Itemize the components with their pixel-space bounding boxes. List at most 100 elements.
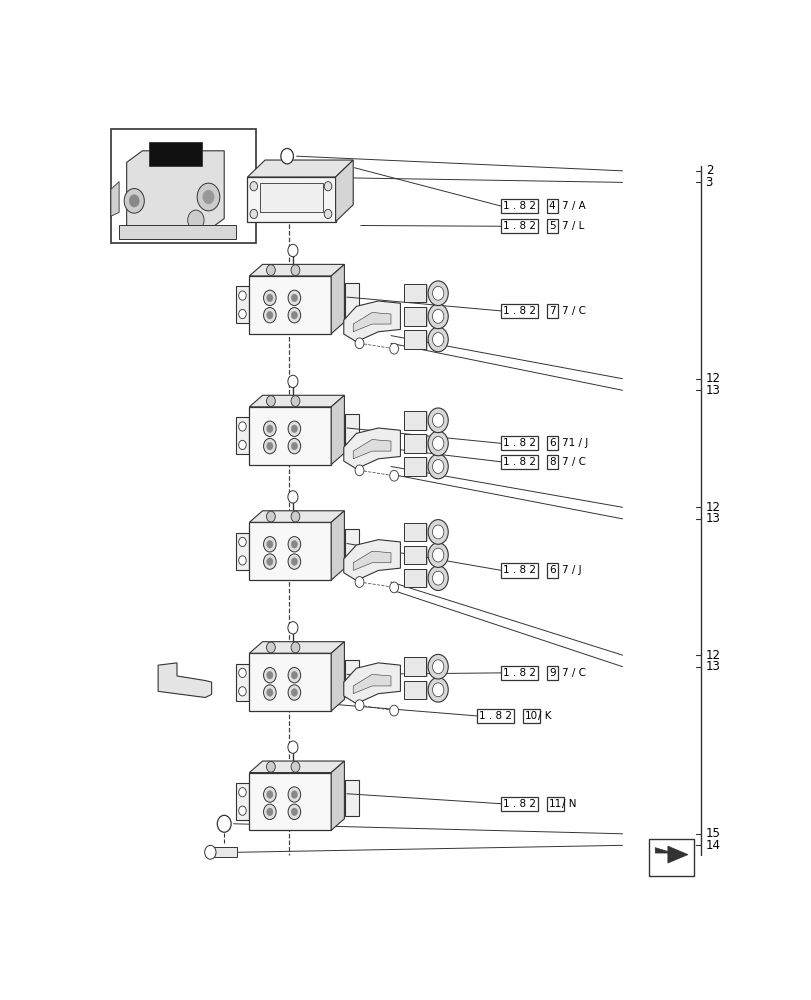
Circle shape [291, 442, 297, 450]
Circle shape [427, 566, 448, 590]
Circle shape [238, 806, 246, 815]
Text: 1 . 8 2: 1 . 8 2 [502, 799, 535, 809]
Text: 1 . 8 2: 1 . 8 2 [478, 711, 512, 721]
Text: 14: 14 [705, 839, 719, 852]
Circle shape [291, 558, 297, 565]
Circle shape [389, 582, 398, 593]
Circle shape [324, 209, 332, 219]
Circle shape [432, 309, 444, 323]
Bar [235, 783, 249, 820]
Circle shape [288, 685, 300, 700]
Circle shape [432, 683, 444, 697]
Circle shape [266, 540, 272, 548]
Polygon shape [343, 301, 400, 342]
Text: 12: 12 [705, 372, 719, 385]
Circle shape [290, 265, 299, 276]
Circle shape [427, 677, 448, 702]
Circle shape [291, 671, 297, 679]
Circle shape [124, 189, 144, 213]
Polygon shape [247, 160, 353, 177]
Bar [403, 681, 425, 699]
Polygon shape [353, 674, 391, 694]
Text: 9: 9 [548, 668, 555, 678]
Circle shape [266, 761, 275, 772]
Circle shape [432, 333, 444, 346]
Circle shape [432, 413, 444, 427]
Circle shape [291, 689, 297, 696]
Circle shape [264, 804, 276, 820]
Circle shape [266, 558, 272, 565]
Bar [235, 286, 249, 323]
Bar [249, 522, 331, 580]
Text: 13: 13 [705, 660, 719, 673]
Polygon shape [249, 264, 344, 276]
Polygon shape [331, 395, 344, 465]
Text: 1 . 8 2: 1 . 8 2 [502, 668, 535, 678]
Text: 12: 12 [705, 649, 719, 662]
Bar [148, 142, 202, 166]
Bar [247, 177, 335, 222]
Bar [403, 523, 425, 541]
Polygon shape [353, 440, 391, 459]
Bar [403, 411, 425, 430]
Bar [212, 847, 237, 857]
Text: 2: 2 [705, 164, 712, 177]
Text: 5: 5 [548, 221, 555, 231]
Bar [403, 569, 425, 587]
Circle shape [264, 787, 276, 802]
Bar [235, 417, 249, 454]
Bar [111, 129, 255, 243]
Text: 6: 6 [548, 565, 555, 575]
Circle shape [266, 311, 272, 319]
Bar [403, 434, 425, 453]
Circle shape [264, 307, 276, 323]
Circle shape [432, 460, 444, 473]
Polygon shape [343, 540, 400, 580]
Bar [403, 307, 425, 326]
Text: 4: 4 [548, 201, 555, 211]
Circle shape [288, 375, 298, 388]
Text: 7 / C: 7 / C [561, 457, 585, 467]
Circle shape [389, 343, 398, 354]
Bar [403, 284, 425, 302]
Circle shape [264, 438, 276, 454]
Polygon shape [249, 642, 344, 653]
Circle shape [238, 291, 246, 300]
Bar [403, 457, 425, 476]
Circle shape [238, 668, 246, 677]
Circle shape [432, 525, 444, 539]
Circle shape [238, 687, 246, 696]
Circle shape [427, 304, 448, 329]
Polygon shape [249, 761, 344, 773]
Circle shape [266, 689, 272, 696]
Text: 7 / C: 7 / C [561, 306, 585, 316]
Polygon shape [127, 151, 224, 230]
Circle shape [288, 554, 300, 569]
Polygon shape [331, 511, 344, 580]
Circle shape [264, 554, 276, 569]
Circle shape [427, 281, 448, 306]
Circle shape [432, 660, 444, 674]
Circle shape [204, 845, 216, 859]
Circle shape [288, 622, 298, 634]
Polygon shape [249, 511, 344, 522]
Text: 8: 8 [548, 457, 555, 467]
Circle shape [266, 265, 275, 276]
Text: 1 . 8 2: 1 . 8 2 [502, 306, 535, 316]
Circle shape [197, 183, 220, 211]
Bar [283, 187, 290, 192]
Circle shape [288, 421, 300, 436]
Bar [648, 839, 693, 876]
Polygon shape [654, 846, 687, 863]
Circle shape [203, 190, 214, 204]
Circle shape [432, 286, 444, 300]
Bar [345, 529, 358, 566]
Circle shape [238, 422, 246, 431]
Circle shape [432, 571, 444, 585]
Circle shape [238, 788, 246, 797]
Bar [249, 653, 331, 711]
Circle shape [129, 195, 139, 207]
Text: 13: 13 [705, 512, 719, 525]
Text: 7: 7 [548, 306, 555, 316]
Text: 6: 6 [548, 438, 555, 448]
